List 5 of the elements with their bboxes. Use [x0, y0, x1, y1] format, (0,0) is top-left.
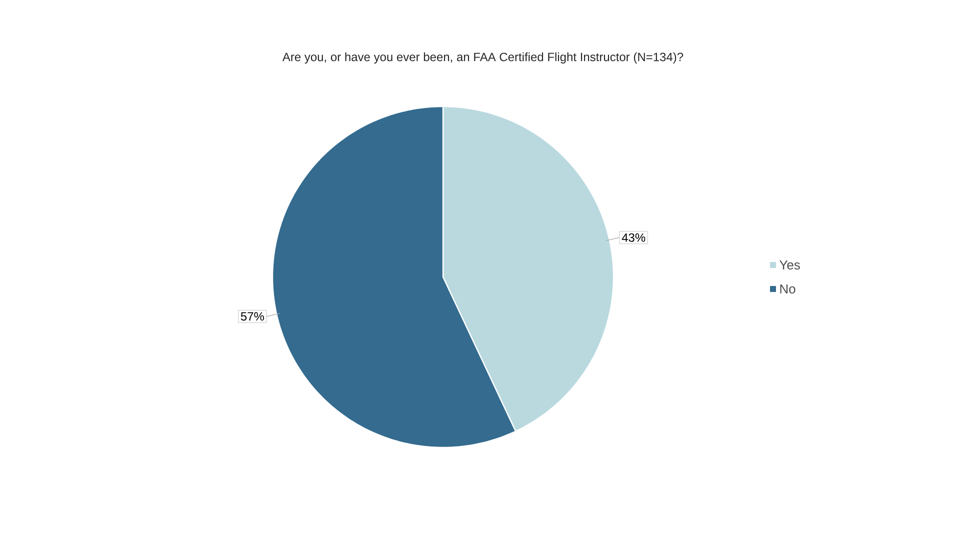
legend-label: Yes	[779, 260, 800, 270]
legend-label: No	[780, 284, 796, 294]
data-label: 43%	[622, 233, 646, 242]
data-label: 57%	[240, 312, 264, 321]
chart-title: Are you, or have you ever been, an FAA Certified Flight Instructor (N=134)?	[282, 52, 684, 64]
